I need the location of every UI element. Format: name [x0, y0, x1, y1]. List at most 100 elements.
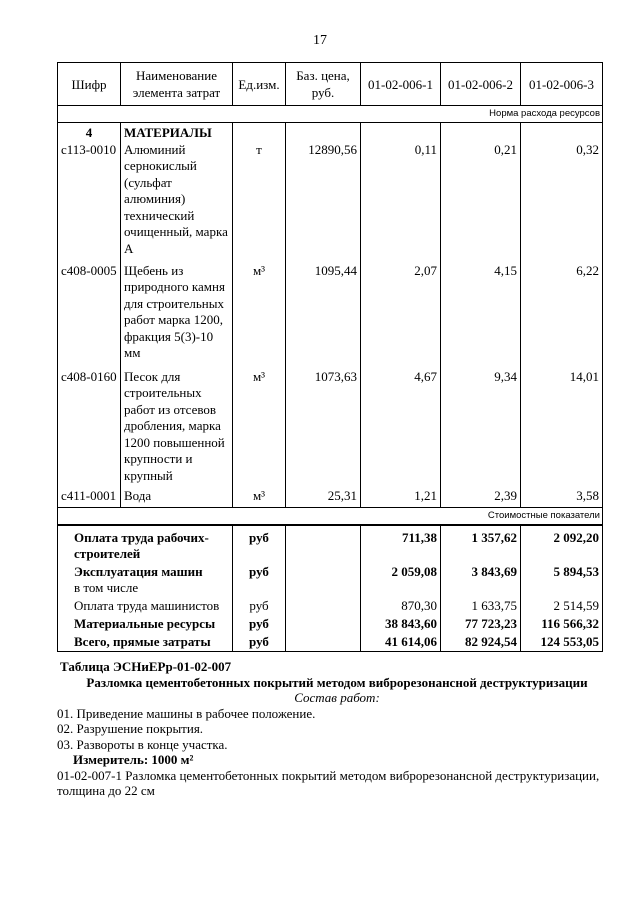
summary-unit: руб	[232, 523, 286, 563]
page-number: 17	[313, 33, 327, 48]
steps: 01. Приведение машины в рабочее положени…	[57, 706, 617, 753]
cell: Вода	[120, 486, 233, 507]
cell: 1095,44	[285, 260, 361, 367]
cell-text: т	[256, 141, 262, 157]
cell: м³	[232, 366, 286, 486]
summary-unit: руб	[232, 562, 286, 597]
summary-empty	[285, 632, 361, 652]
cell-text: 4,67	[414, 368, 437, 384]
summary-value: 2 514,59	[520, 596, 603, 615]
summary-unit: руб	[232, 632, 286, 652]
header-row: Шифр Наименование элемента затрат Ед.изм. Б…	[57, 62, 603, 106]
column-header: Шифр	[57, 62, 121, 106]
summary-value: 124 553,05	[520, 632, 603, 652]
step: 01. Приведение машины в рабочее положени…	[57, 705, 316, 721]
cell-text: 2,07	[414, 262, 437, 278]
cell: 2,39	[440, 486, 521, 507]
cell-text: с411-0001	[61, 488, 117, 503]
section-number: 4	[85, 125, 93, 140]
cell: 12890,56	[285, 122, 361, 261]
summary-row: Оплата труда рабочих-строителей руб 711,38…	[57, 523, 603, 563]
table-title: Таблица ЭСНиЕРр-01-02-007	[60, 659, 232, 674]
summary-value: 870,30	[360, 596, 441, 615]
cell-text: 14,01	[569, 368, 599, 384]
step: 02. Разрушение покрытия.	[57, 721, 204, 736]
table-header: Шифр Наименование элемента затрат Ед.изм. Б…	[57, 62, 603, 106]
section-title: МАТЕРИАЛЫ	[124, 125, 212, 140]
summary-row: Всего, прямые затраты руб 41 614,06 82 924,…	[57, 632, 603, 652]
cell: 9,34	[440, 366, 521, 486]
summary-value: 82 924,54	[440, 632, 521, 652]
cost-label: Стоимостные показатели	[57, 506, 603, 525]
cell: 0,11	[360, 122, 441, 261]
cell: 25,31	[285, 486, 361, 507]
table-subtitle: Разломка цементобетонных покрытий методо…	[86, 674, 588, 690]
item: 01-02-007-1 Разломка цементобетонных пок…	[57, 767, 600, 799]
cell: с411-0001	[57, 486, 121, 507]
summary-value: 77 723,23	[440, 614, 521, 633]
summary-value: 41 614,06	[360, 632, 441, 652]
next-table: Таблица ЭСНиЕРр-01-02-007 Разломка цемен…	[57, 659, 617, 799]
table-body: Норма расхода ресурсов 4 с113-0010 МАТЕРИАЛ…	[57, 105, 603, 652]
cell: 0,32	[520, 122, 603, 261]
summary-row: Материальные ресурсы руб 38 843,60 77 723,2…	[57, 614, 603, 633]
summary-empty	[285, 614, 361, 633]
cell-text: 3,58	[576, 488, 599, 503]
summary-name-cell: Оплата труда машинистов	[57, 596, 233, 615]
cell-text: Вода	[124, 488, 152, 503]
summary-name: Эксплуатация машин	[74, 563, 203, 579]
cell-text: 25,31	[327, 488, 357, 503]
summary-name: Оплата труда машинистов	[74, 597, 220, 613]
cell-text: Щебень из природного камня для строитель…	[124, 262, 225, 361]
cell-text: м³	[252, 488, 266, 503]
material-row: 4 с113-0010 МАТЕРИАЛЫ Алюминий сернокислый …	[57, 122, 603, 261]
cell-text: с408-0005	[61, 262, 117, 278]
summary-unit: руб	[232, 596, 286, 615]
summary-unit: руб	[232, 614, 286, 633]
cell: 14,01	[520, 366, 603, 486]
column-header: 01-02-006-2	[440, 62, 521, 106]
spacer	[236, 125, 282, 142]
summary-row: Эксплуатация машин в том числе руб 2 059,08…	[57, 562, 603, 597]
cell: м³	[232, 260, 286, 367]
cell-text: 1,21	[414, 488, 437, 503]
cell-text: 9,34	[494, 368, 517, 384]
summary-name-cell: Материальные ресурсы	[57, 614, 233, 633]
summary-empty	[285, 596, 361, 615]
cell-text: с408-0160	[61, 368, 117, 384]
summary-value: 1 357,62	[440, 523, 521, 563]
cell: 4 с113-0010	[57, 122, 121, 261]
summary-name: Оплата труда рабочих-строителей	[74, 529, 209, 561]
cell: 4,67	[360, 366, 441, 486]
cell: с408-0005	[57, 260, 121, 367]
norm-label: Норма расхода ресурсов	[57, 105, 603, 123]
summary-name-cell: Оплата труда рабочих-строителей	[57, 523, 233, 563]
summary-name-cell: Эксплуатация машин в том числе	[57, 562, 233, 597]
cell-text: 0,21	[494, 141, 517, 157]
summary-value: 711,38	[360, 523, 441, 563]
cell: 6,22	[520, 260, 603, 367]
norm-row: Норма расхода ресурсов	[57, 105, 603, 123]
cell: 0,21	[440, 122, 521, 261]
cell-text: Песок для строительных работ из отсевов …	[124, 368, 225, 483]
cell: МАТЕРИАЛЫ Алюминий сернокислый (сульфат а…	[120, 122, 233, 261]
cell-text: 0,32	[576, 141, 599, 157]
cell: т	[232, 122, 286, 261]
column-header: Баз. цена, руб.	[285, 62, 361, 106]
cell-text: 4,15	[494, 262, 517, 278]
step: 03. Развороты в конце участка.	[57, 736, 228, 752]
spacer	[444, 125, 517, 142]
spacer	[524, 125, 599, 142]
column-header: Наименование элемента затрат	[120, 62, 233, 106]
cell: м³	[232, 486, 286, 507]
summary-name-cell: Всего, прямые затраты	[57, 632, 233, 652]
summary-value: 3 843,69	[440, 562, 521, 597]
spacer	[364, 125, 437, 142]
cell-text: 1095,44	[314, 262, 357, 278]
column-header: Ед.изм.	[232, 62, 286, 106]
cell-text: 2,39	[494, 488, 517, 503]
cell: Щебень из природного камня для строитель…	[120, 260, 233, 367]
cell: 1073,63	[285, 366, 361, 486]
cell-text: м³	[252, 368, 266, 384]
